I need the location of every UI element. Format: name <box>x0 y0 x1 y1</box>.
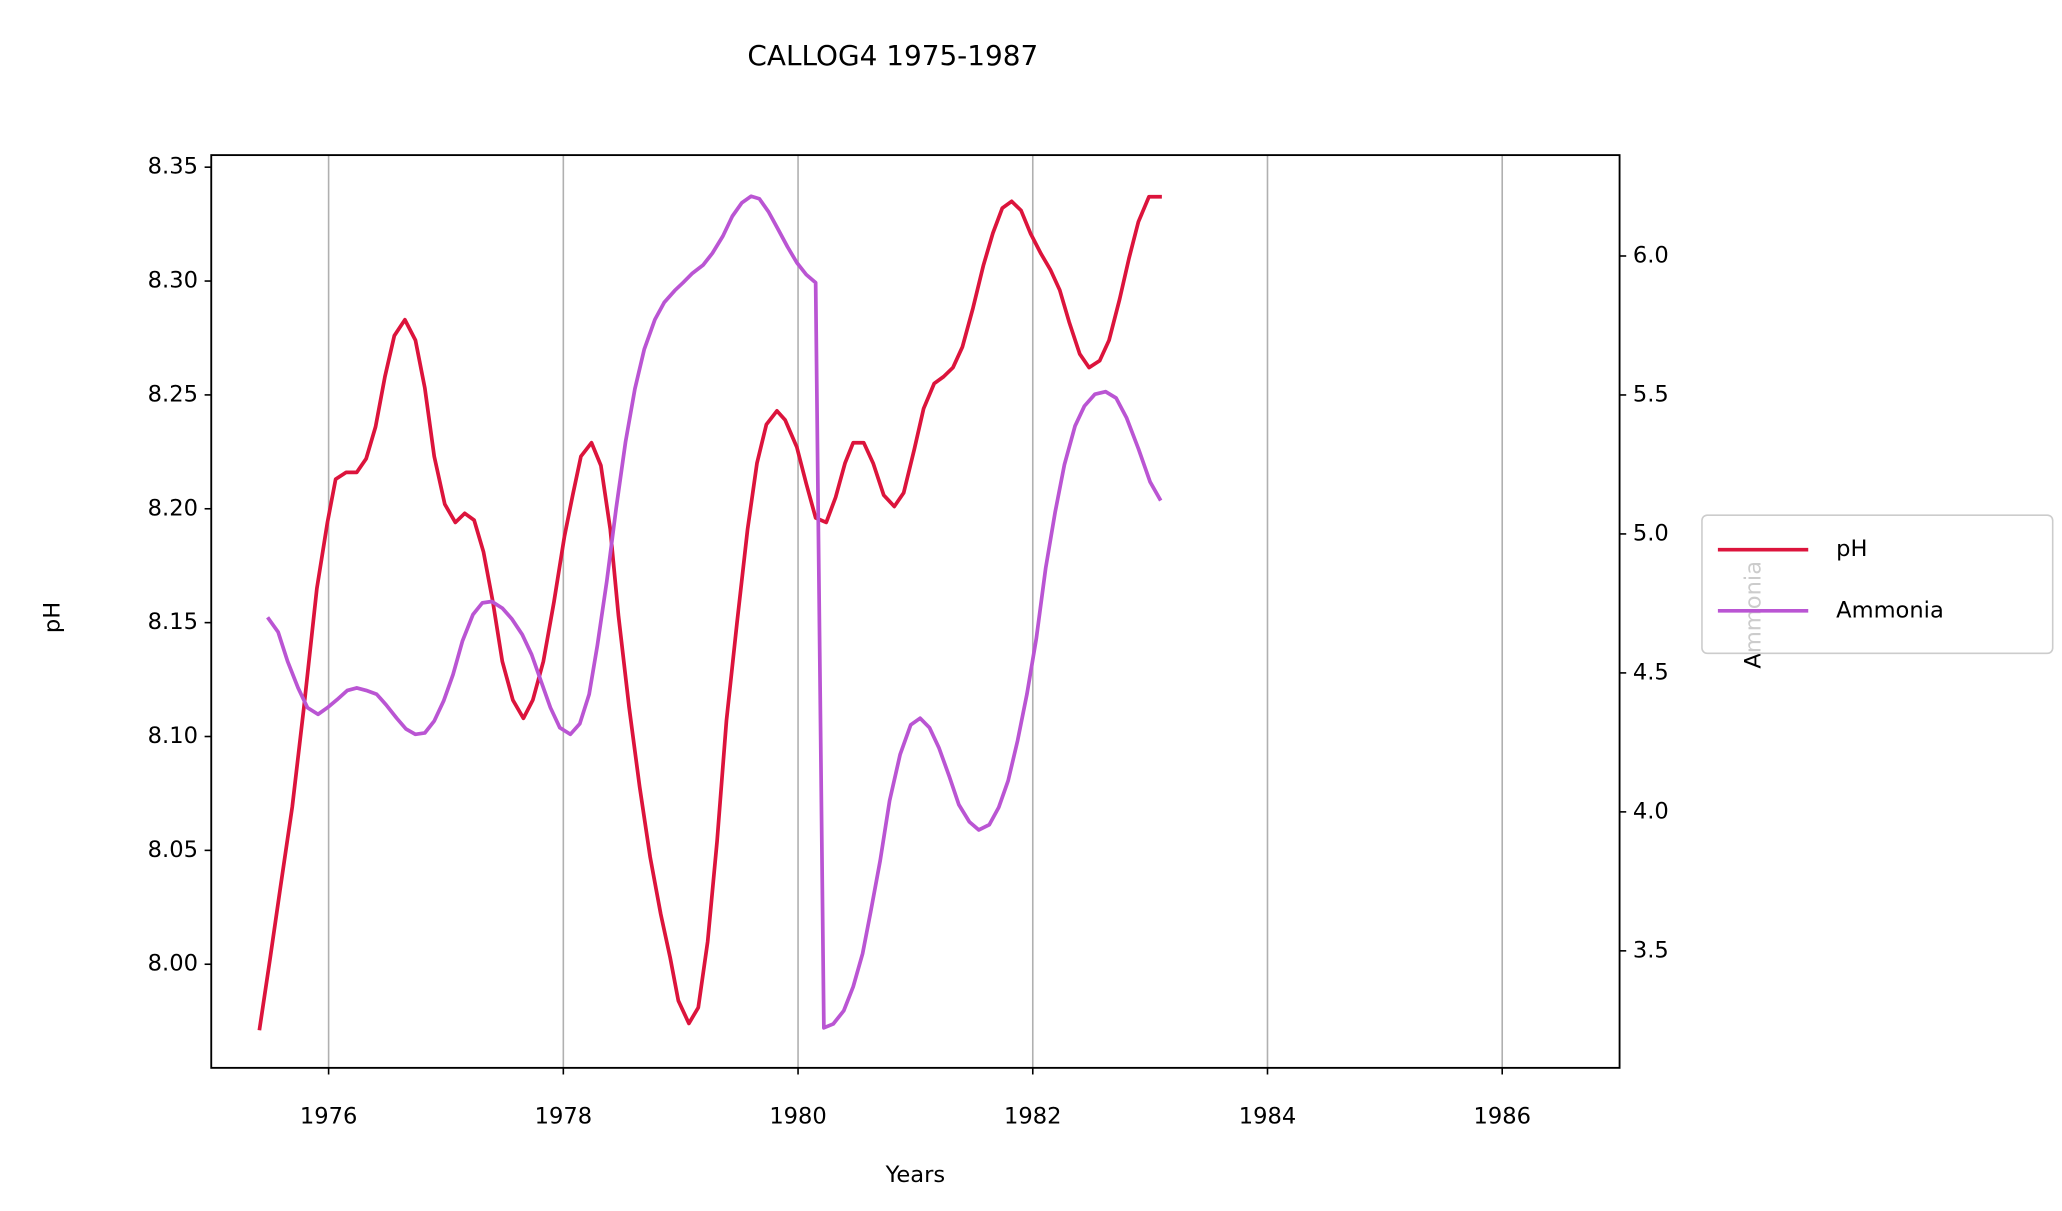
y-tick-label: 8.25 <box>148 381 198 407</box>
x-tick-label: 1986 <box>1473 1104 1530 1130</box>
legend-label: Ammonia <box>1836 597 1944 623</box>
y2-tick-label: 5.5 <box>1633 381 1669 407</box>
line-series <box>257 194 1162 1031</box>
y-axis-label: pH <box>40 602 66 633</box>
y2-tick-label: 3.5 <box>1633 937 1669 963</box>
y2-tick-label: 6.0 <box>1633 242 1669 268</box>
y2-tick-label: 4.5 <box>1633 659 1669 685</box>
x-tick-label: 1984 <box>1239 1104 1296 1130</box>
x-tick-label: 1980 <box>769 1104 826 1130</box>
y-tick-label: 8.05 <box>148 837 198 863</box>
y-tick-label: 8.00 <box>148 951 198 977</box>
x-axis-label: Years <box>885 1162 946 1188</box>
x-tick-label: 1982 <box>1004 1104 1061 1130</box>
y-tick-label: 8.20 <box>148 495 198 521</box>
legend-box <box>1701 514 2054 655</box>
y-tick-label: 8.15 <box>148 609 198 635</box>
x-tick-label: 1978 <box>535 1104 592 1130</box>
y-tick-label: 8.10 <box>148 723 198 749</box>
line-series <box>266 194 1163 1030</box>
plot-frame <box>210 154 1621 1069</box>
y-tick-label: 8.35 <box>148 154 198 180</box>
x-tick-label: 1976 <box>300 1104 357 1130</box>
legend-label: pH <box>1836 536 1867 562</box>
y-tick-label: 8.30 <box>148 268 198 294</box>
y2-tick-label: 4.0 <box>1633 798 1669 824</box>
chart-title: CALLOG4 1975-1987 <box>747 39 1038 72</box>
y2-tick-label: 5.0 <box>1633 520 1669 546</box>
